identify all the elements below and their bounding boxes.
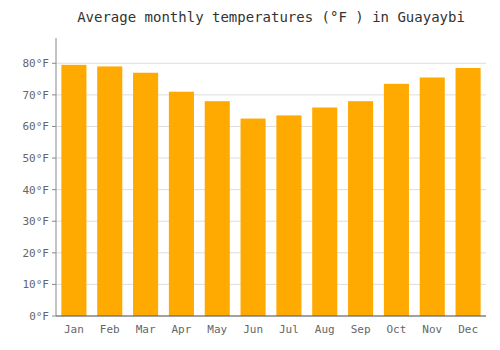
y-tick-label: 50°F (23, 152, 50, 165)
grid-line (56, 63, 486, 64)
bar (384, 84, 409, 316)
x-axis-line (56, 316, 486, 317)
y-tick (52, 189, 56, 190)
x-tick-label: Aug (315, 323, 335, 336)
bar (456, 68, 481, 316)
chart-svg: Average monthly temperatures (°F ) in Gu… (0, 0, 500, 350)
x-tick-label: Jan (64, 323, 84, 336)
bar (420, 77, 445, 316)
chart-title: Average monthly temperatures (°F ) in Gu… (77, 9, 465, 25)
x-tick-label: Apr (171, 323, 191, 336)
bar (276, 115, 301, 316)
y-tick-label: 0°F (29, 310, 49, 323)
x-tick-label: Nov (422, 323, 442, 336)
y-tick (52, 94, 56, 95)
x-tick-label: Oct (386, 323, 406, 336)
y-tick-label: 30°F (23, 215, 50, 228)
bar (169, 92, 194, 316)
grid-line (56, 316, 486, 317)
y-tick-label: 40°F (23, 184, 50, 197)
y-tick (52, 316, 56, 317)
x-tick-label: Dec (458, 323, 478, 336)
grid (56, 63, 486, 316)
y-tick-label: 60°F (23, 120, 50, 133)
x-tick-label: Feb (100, 323, 120, 336)
bar (241, 119, 266, 316)
y-axis-ticks: 0°F 10°F 20°F 30°F 40°F 50°F 60°F 70°F 80°F (23, 57, 57, 323)
x-tick-label: Jun (243, 323, 263, 336)
bar (348, 101, 373, 316)
y-tick-label: 10°F (23, 278, 50, 291)
x-tick-label: Jul (279, 323, 299, 336)
y-tick (52, 284, 56, 285)
x-tick-label: May (207, 323, 227, 336)
y-tick (52, 126, 56, 127)
y-tick-label: 70°F (23, 89, 50, 102)
x-tick-label: Mar (136, 323, 156, 336)
y-tick (52, 158, 56, 159)
bar (133, 73, 158, 316)
chart-container: Average monthly temperatures (°F ) in Gu… (0, 0, 500, 350)
bar (61, 65, 86, 316)
y-tick (52, 63, 56, 64)
bar (205, 101, 230, 316)
bars (61, 65, 480, 316)
y-tick-label: 80°F (23, 57, 50, 70)
bar (312, 108, 337, 317)
y-tick (52, 252, 56, 253)
x-axis-ticks: Jan Feb Mar Apr May Jun Jul Aug Sep Oct Nov Dec (64, 323, 478, 336)
bar (97, 66, 122, 316)
y-axis-line (56, 38, 57, 316)
y-tick (52, 221, 56, 222)
y-tick-label: 20°F (23, 247, 50, 260)
x-tick-label: Sep (351, 323, 371, 336)
